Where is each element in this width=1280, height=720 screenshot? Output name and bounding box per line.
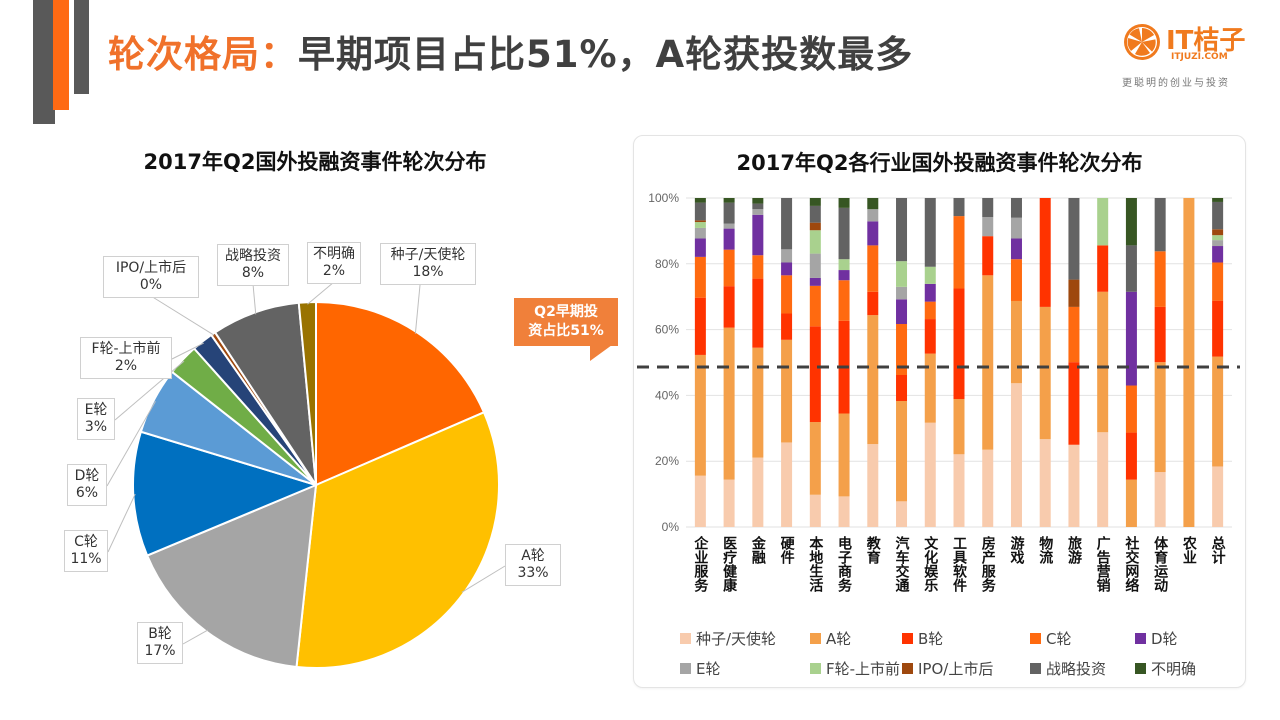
legend-swatch bbox=[1135, 663, 1146, 674]
pie-data-label: 种子/天使轮 18% bbox=[380, 243, 476, 285]
legend-swatch bbox=[680, 633, 691, 644]
pie-label-name: A轮 bbox=[521, 548, 545, 564]
pie-label-value: 11% bbox=[70, 551, 102, 567]
logo-name: IT桔子 bbox=[1166, 26, 1246, 56]
pie-leader-line bbox=[107, 493, 136, 553]
pie-label-value: 3% bbox=[84, 419, 108, 435]
pie-label-name: C轮 bbox=[74, 534, 98, 550]
callout-line1: Q2早期投 bbox=[534, 304, 598, 320]
legend-item: A轮 bbox=[810, 628, 851, 649]
pie-label-name: IPO/上市后 bbox=[115, 260, 187, 276]
legend-label: IPO/上市后 bbox=[918, 660, 994, 678]
pie-label-value: 8% bbox=[241, 265, 265, 281]
pie-leader-line bbox=[150, 295, 215, 336]
pie-data-label: C轮 11% bbox=[64, 530, 108, 572]
legend-swatch bbox=[902, 633, 913, 644]
pie-label-value: 0% bbox=[139, 277, 163, 293]
legend-item: F轮-上市前 bbox=[810, 658, 900, 679]
legend-label: 种子/天使轮 bbox=[696, 630, 777, 648]
pie-label-value: 2% bbox=[114, 358, 138, 374]
logo-url: ITJUZI.COM bbox=[1171, 52, 1228, 62]
pie-slice-2 bbox=[145, 483, 318, 669]
legend-item: E轮 bbox=[680, 658, 720, 679]
header-decor-bar-gray-short bbox=[74, 0, 89, 94]
page-title: 轮次格局：早期项目占比51%，A轮获投数最多 bbox=[108, 24, 913, 78]
pie-label-value: 2% bbox=[322, 263, 346, 279]
early-stage-callout: Q2早期投 资占比51% bbox=[514, 298, 618, 346]
pie-leader-line bbox=[414, 284, 421, 334]
pie-data-label: D轮 6% bbox=[67, 464, 107, 506]
pie-slice-3 bbox=[132, 430, 319, 557]
legend-label: C轮 bbox=[1046, 630, 1072, 648]
pie-leader-line bbox=[307, 281, 335, 305]
pie-leader-line bbox=[252, 283, 257, 315]
callout-pointer bbox=[590, 345, 612, 361]
legend-item: 不明确 bbox=[1135, 658, 1196, 679]
pie-leader-line bbox=[171, 342, 204, 360]
pie-leader-line bbox=[461, 565, 506, 593]
legend-label: 战略投资 bbox=[1046, 660, 1107, 678]
legend-label: D轮 bbox=[1151, 630, 1178, 648]
legend-swatch bbox=[1030, 633, 1041, 644]
legend-label: B轮 bbox=[918, 630, 944, 648]
logo-slogan: 更聪明的创业与投资 bbox=[1122, 78, 1230, 89]
legend-swatch bbox=[810, 633, 821, 644]
pie-data-label: IPO/上市后 0% bbox=[103, 256, 199, 298]
pie-slice-1 bbox=[295, 411, 500, 669]
pie-label-value: 6% bbox=[75, 485, 99, 501]
legend-swatch bbox=[810, 663, 821, 674]
pie-label-name: 种子/天使轮 bbox=[390, 247, 466, 263]
pie-chart bbox=[106, 281, 506, 669]
pie-label-name: B轮 bbox=[148, 626, 172, 642]
header-decor-bar-orange bbox=[53, 0, 69, 110]
pie-data-label: A轮 33% bbox=[505, 544, 561, 586]
pie-label-name: D轮 bbox=[74, 468, 100, 484]
pie-label-name: 不明确 bbox=[313, 246, 355, 262]
page-title-highlight: 轮次格局： bbox=[108, 33, 298, 76]
pie-data-label: F轮-上市前 2% bbox=[80, 337, 172, 379]
callout-line2: 资占比51% bbox=[528, 323, 604, 339]
pie-slice-9 bbox=[297, 300, 317, 486]
pie-label-value: 18% bbox=[412, 264, 444, 280]
pie-slice-0 bbox=[315, 300, 486, 487]
legend-label: E轮 bbox=[696, 660, 721, 678]
legend-swatch bbox=[1135, 633, 1146, 644]
page-title-rest: 早期项目占比51%，A轮获投数最多 bbox=[298, 33, 914, 76]
pie-data-label: 战略投资 8% bbox=[217, 244, 289, 286]
legend-item: C轮 bbox=[1030, 628, 1071, 649]
pie-label-name: 战略投资 bbox=[225, 248, 281, 264]
legend-swatch bbox=[902, 663, 913, 674]
legend-swatch bbox=[1030, 663, 1041, 674]
pie-label-value: 33% bbox=[517, 565, 549, 581]
pie-data-label: E轮 3% bbox=[77, 398, 115, 440]
pie-chart-title: 2017年Q2国外投融资事件轮次分布 bbox=[143, 150, 487, 174]
legend-label: 不明确 bbox=[1151, 660, 1197, 678]
pie-leader-line bbox=[114, 360, 185, 421]
legend-item: 种子/天使轮 bbox=[680, 628, 776, 649]
legend-label: F轮-上市前 bbox=[826, 660, 901, 678]
pie-label-name: E轮 bbox=[84, 402, 108, 418]
bar-chart-title: 2017年Q2各行业国外投融资事件轮次分布 bbox=[736, 151, 1143, 175]
bar-chart-panel bbox=[633, 135, 1246, 688]
orange-slice-icon bbox=[1124, 24, 1160, 60]
legend-swatch bbox=[680, 663, 691, 674]
legend-item: 战略投资 bbox=[1030, 658, 1106, 679]
pie-data-label: B轮 17% bbox=[137, 622, 183, 664]
legend-label: A轮 bbox=[826, 630, 852, 648]
legend-item: D轮 bbox=[1135, 628, 1178, 649]
legend-item: B轮 bbox=[902, 628, 943, 649]
pie-leader-line bbox=[106, 401, 156, 487]
pie-leader-line bbox=[182, 629, 209, 645]
itjuzi-logo: IT桔子 ITJUZI.COM 更聪明的创业与投资 bbox=[1118, 12, 1258, 90]
pie-data-label: 不明确 2% bbox=[307, 242, 361, 284]
legend-item: IPO/上市后 bbox=[902, 658, 993, 679]
header-decor-bar-gray bbox=[33, 0, 55, 124]
pie-label-name: F轮-上市前 bbox=[91, 341, 161, 357]
pie-label-value: 17% bbox=[144, 643, 176, 659]
